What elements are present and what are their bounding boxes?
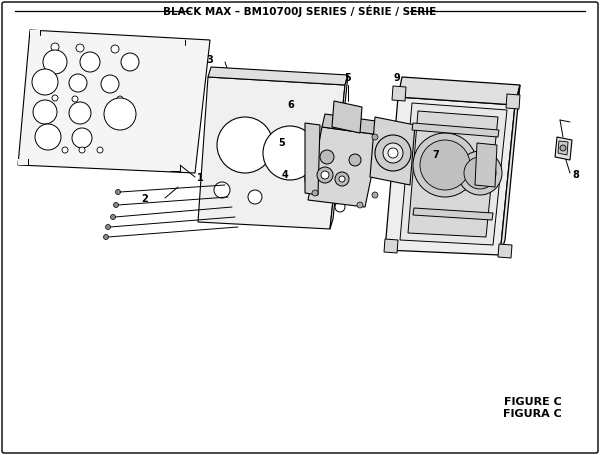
Circle shape xyxy=(339,176,345,182)
Text: 9: 9 xyxy=(393,73,400,83)
Polygon shape xyxy=(408,111,498,237)
Circle shape xyxy=(458,151,502,195)
Polygon shape xyxy=(322,114,383,135)
Circle shape xyxy=(52,95,58,101)
Circle shape xyxy=(372,134,378,140)
Polygon shape xyxy=(175,40,185,45)
Circle shape xyxy=(317,167,333,183)
Circle shape xyxy=(113,202,119,207)
Circle shape xyxy=(115,189,121,194)
Polygon shape xyxy=(413,208,493,220)
Circle shape xyxy=(104,234,109,239)
Polygon shape xyxy=(398,77,520,105)
Polygon shape xyxy=(558,141,568,155)
Polygon shape xyxy=(18,159,28,165)
Circle shape xyxy=(413,133,477,197)
Text: 4: 4 xyxy=(281,170,288,180)
Circle shape xyxy=(464,157,496,189)
Circle shape xyxy=(72,128,92,148)
Circle shape xyxy=(372,192,378,198)
Polygon shape xyxy=(506,94,520,109)
Circle shape xyxy=(111,45,119,53)
Circle shape xyxy=(335,202,345,212)
Circle shape xyxy=(375,135,411,171)
Polygon shape xyxy=(308,127,380,207)
Circle shape xyxy=(388,148,398,158)
Circle shape xyxy=(35,124,61,150)
Text: 2: 2 xyxy=(141,194,148,204)
Circle shape xyxy=(320,150,334,164)
Circle shape xyxy=(263,126,317,180)
Circle shape xyxy=(321,171,329,179)
Polygon shape xyxy=(332,101,362,133)
Polygon shape xyxy=(208,67,348,85)
Circle shape xyxy=(79,147,85,153)
Text: 7: 7 xyxy=(432,150,439,160)
Circle shape xyxy=(101,75,119,93)
Polygon shape xyxy=(498,244,512,258)
Circle shape xyxy=(383,143,403,163)
Circle shape xyxy=(106,224,110,229)
Circle shape xyxy=(72,96,78,102)
Polygon shape xyxy=(370,117,415,185)
Polygon shape xyxy=(392,86,406,101)
Polygon shape xyxy=(475,143,497,187)
Circle shape xyxy=(121,53,139,71)
Circle shape xyxy=(104,98,136,130)
Text: 5: 5 xyxy=(344,73,352,83)
Text: FIGURA C: FIGURA C xyxy=(503,409,562,419)
Text: 5: 5 xyxy=(278,138,285,148)
Polygon shape xyxy=(170,165,180,171)
Circle shape xyxy=(62,147,68,153)
Circle shape xyxy=(335,172,349,186)
Circle shape xyxy=(76,44,84,52)
Text: 3: 3 xyxy=(206,55,214,65)
Circle shape xyxy=(214,182,230,198)
Text: FIGURE C: FIGURE C xyxy=(504,397,562,407)
Polygon shape xyxy=(330,75,348,229)
Circle shape xyxy=(357,202,363,208)
Circle shape xyxy=(305,159,345,199)
Circle shape xyxy=(43,50,67,74)
Circle shape xyxy=(33,100,57,124)
Polygon shape xyxy=(305,123,320,195)
Polygon shape xyxy=(30,30,40,35)
Circle shape xyxy=(349,154,361,166)
Text: 6: 6 xyxy=(287,100,294,110)
Text: 1: 1 xyxy=(197,173,204,183)
Polygon shape xyxy=(198,77,345,229)
Text: BLACK MAX – BM10700J SERIES / SÉRIE / SERIE: BLACK MAX – BM10700J SERIES / SÉRIE / SE… xyxy=(163,5,437,17)
Circle shape xyxy=(97,147,103,153)
Circle shape xyxy=(560,145,566,151)
Circle shape xyxy=(117,96,123,102)
Circle shape xyxy=(248,190,262,204)
Polygon shape xyxy=(384,239,398,253)
Polygon shape xyxy=(400,103,507,245)
Circle shape xyxy=(420,140,470,190)
Polygon shape xyxy=(18,30,210,173)
Circle shape xyxy=(110,214,115,219)
Text: 8: 8 xyxy=(572,170,579,180)
Polygon shape xyxy=(412,123,499,137)
Circle shape xyxy=(80,52,100,72)
Circle shape xyxy=(69,102,91,124)
Polygon shape xyxy=(385,97,515,255)
Circle shape xyxy=(217,117,273,173)
Polygon shape xyxy=(500,85,520,255)
Circle shape xyxy=(69,74,87,92)
Polygon shape xyxy=(555,137,572,160)
Circle shape xyxy=(32,69,58,95)
Circle shape xyxy=(312,190,318,196)
Circle shape xyxy=(51,43,59,51)
